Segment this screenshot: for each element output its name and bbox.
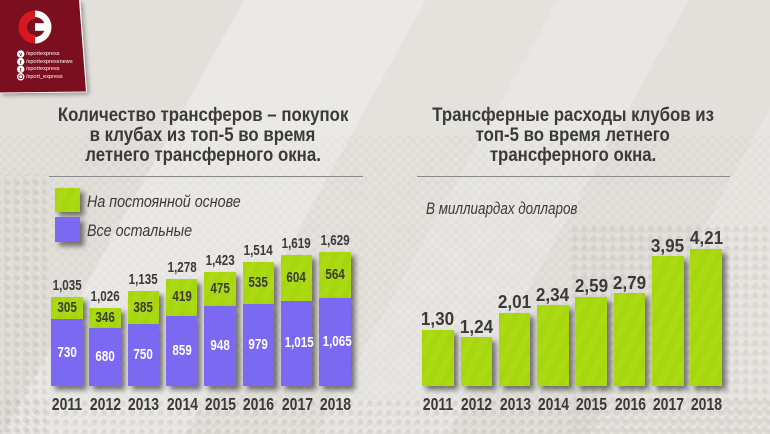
- svg-text:t: t: [20, 67, 22, 73]
- svg-text:f: f: [20, 60, 22, 66]
- svg-text:v: v: [19, 52, 23, 58]
